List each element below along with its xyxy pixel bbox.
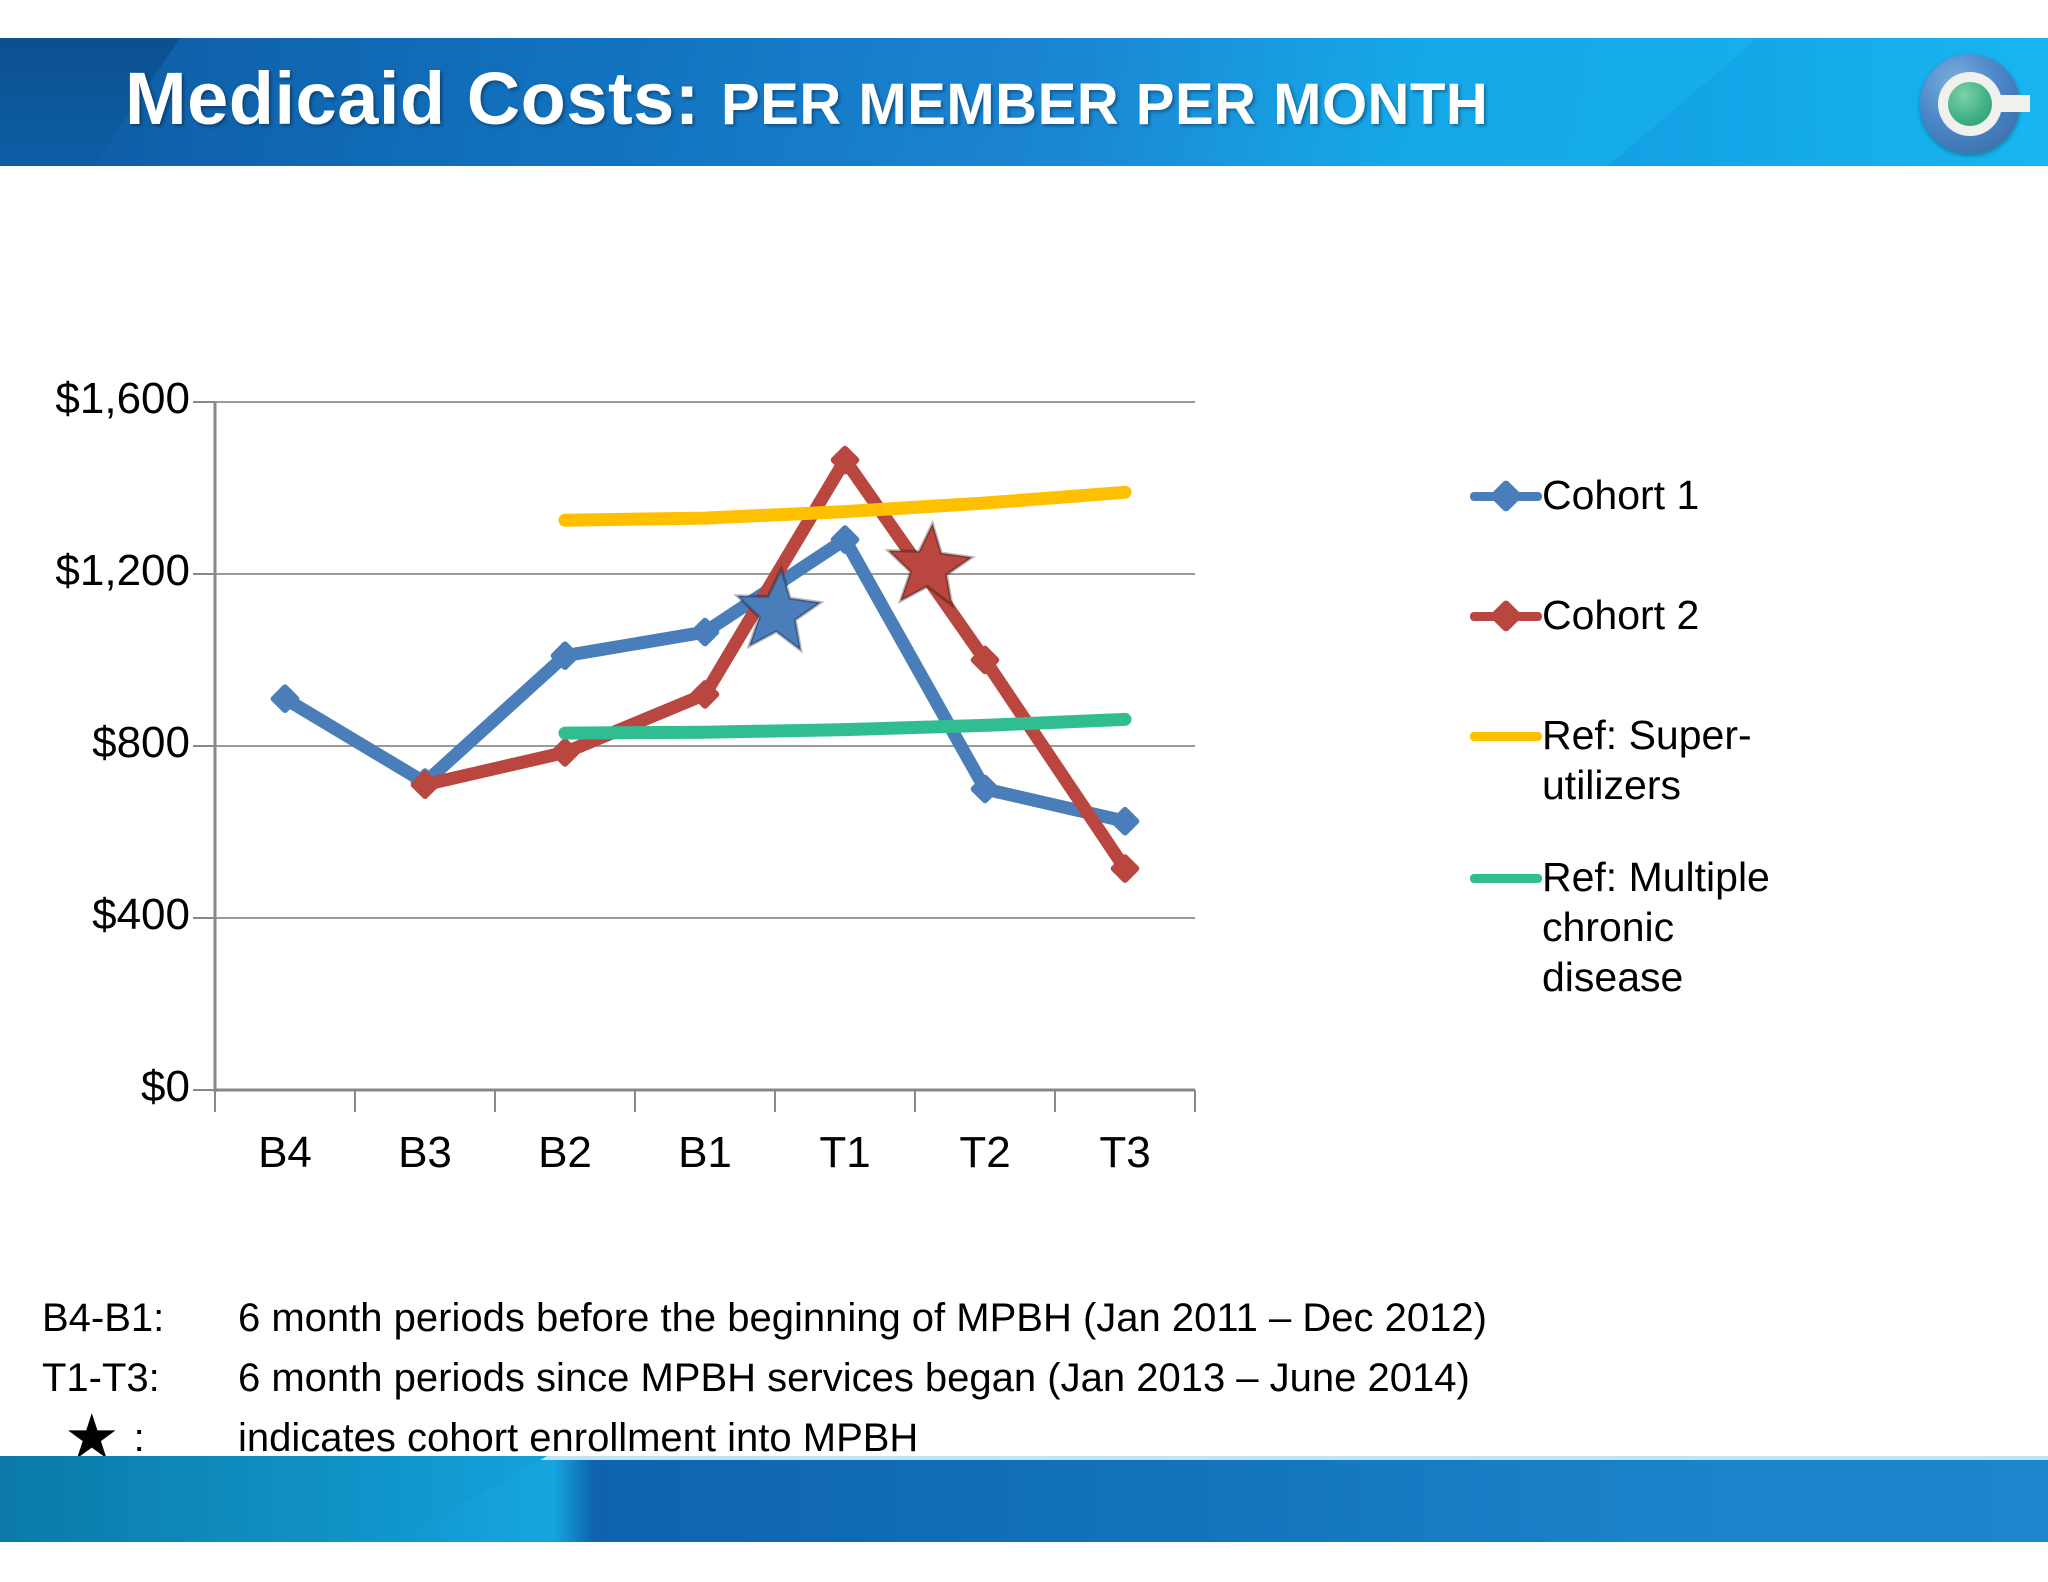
chart-data-point bbox=[830, 525, 860, 554]
logo-core bbox=[1948, 82, 1992, 126]
chart-y-tick-label: $0 bbox=[141, 1062, 190, 1111]
logo-stem bbox=[1988, 95, 2030, 112]
chart-y-tick-label: $800 bbox=[92, 718, 190, 767]
chart: $0 $400 $800 $1,200 $1,600 B4 B3 B2 B1 T1 T2 T3 bbox=[0, 330, 1420, 1200]
chart-data-point bbox=[1110, 806, 1140, 836]
chart-x-tick-label: T2 bbox=[959, 1128, 1011, 1177]
chart-data-point bbox=[270, 684, 300, 714]
chart-data-point bbox=[550, 738, 580, 767]
legend-item-2[interactable]: Cohort 2 bbox=[1470, 590, 1990, 642]
footnote-row: B4-B1: 6 month periods before the beginn… bbox=[42, 1290, 2002, 1346]
circle-logo-icon bbox=[1910, 54, 2030, 154]
legend-swatch-icon bbox=[1470, 470, 1542, 522]
chart-data-point bbox=[410, 770, 440, 800]
cohort-2-enrollment-star bbox=[884, 519, 976, 609]
chart-series-line-2 bbox=[418, 453, 1132, 876]
chart-x-tick-label: T1 bbox=[819, 1128, 871, 1177]
chart-data-point bbox=[690, 680, 720, 709]
legend-label: Cohort 2 bbox=[1542, 592, 1700, 638]
chart-data-point bbox=[690, 617, 720, 647]
page-title-smallcaps: PER MEMBER PER MONTH bbox=[721, 72, 1489, 137]
legend-swatch-icon bbox=[1470, 590, 1542, 642]
bottom-banner-wedge bbox=[0, 1456, 548, 1542]
chart-data-point bbox=[970, 645, 1000, 675]
footnote-text: 6 month periods before the beginning of … bbox=[238, 1296, 1487, 1340]
chart-x-tick-label: B4 bbox=[258, 1128, 312, 1177]
chart-data-point bbox=[970, 774, 1000, 804]
legend-label: Ref: Multiple chronic disease bbox=[1542, 854, 1770, 1000]
chart-x-tick-label: B3 bbox=[398, 1128, 452, 1177]
title-banner: Medicaid Costs: PER MEMBER PER MONTH bbox=[0, 38, 2048, 166]
chart-data-point bbox=[550, 641, 580, 671]
chart-series-line-4 bbox=[558, 712, 1132, 740]
chart-x-tick-label: B2 bbox=[538, 1128, 592, 1177]
chart-y-tick-label: $1,200 bbox=[55, 546, 190, 595]
legend-swatch-icon bbox=[1470, 710, 1542, 762]
legend-label: Cohort 1 bbox=[1542, 472, 1700, 518]
chart-data-point bbox=[830, 445, 860, 475]
cohort-1-enrollment-star bbox=[733, 564, 825, 654]
footnotes: B4-B1: 6 month periods before the beginn… bbox=[42, 1290, 2002, 1470]
chart-x-tick-label: T3 bbox=[1099, 1128, 1151, 1177]
footnote-text: 6 month periods since MPBH services bega… bbox=[238, 1356, 1470, 1400]
chart-axes bbox=[193, 401, 1196, 1112]
bottom-banner-topline bbox=[0, 1456, 2048, 1460]
chart-data-point bbox=[1110, 854, 1140, 883]
legend-swatch-icon bbox=[1470, 852, 1542, 904]
chart-series-line-3 bbox=[558, 485, 1132, 527]
footnote-key-label: : bbox=[133, 1416, 145, 1460]
footnote-key: B4-B1: bbox=[42, 1296, 165, 1340]
chart-x-tick-label: B1 bbox=[678, 1128, 732, 1177]
chart-annotation-stars bbox=[733, 519, 976, 654]
legend-item-4[interactable]: Ref: Multiple chronic disease bbox=[1470, 852, 1990, 1002]
legend-label: Ref: Super- utilizers bbox=[1542, 712, 1752, 808]
chart-y-tick-label: $400 bbox=[92, 890, 190, 939]
chart-y-tick-label: $1,600 bbox=[55, 374, 190, 423]
legend-item-3[interactable]: Ref: Super- utilizers bbox=[1470, 710, 1990, 810]
footnote-text: indicates cohort enrollment into MPBH bbox=[238, 1416, 919, 1460]
chart-plot bbox=[193, 401, 1196, 1112]
footnote-key: T1-T3: bbox=[42, 1356, 160, 1400]
chart-series-layer bbox=[270, 445, 1140, 883]
footnote-row: T1-T3: 6 month periods since MPBH servic… bbox=[42, 1350, 2002, 1406]
footnote-row: ★ : indicates cohort enrollment into MPB… bbox=[42, 1407, 2002, 1469]
page-title-main: Medicaid Costs: bbox=[125, 57, 721, 140]
chart-legend: Cohort 1 Cohort 2 Ref: Super- utilizers Ref… bbox=[1470, 470, 1990, 1002]
page-title: Medicaid Costs: PER MEMBER PER MONTH bbox=[125, 56, 1488, 141]
bottom-banner bbox=[0, 1456, 2048, 1542]
legend-item-1[interactable]: Cohort 1 bbox=[1470, 470, 1990, 522]
